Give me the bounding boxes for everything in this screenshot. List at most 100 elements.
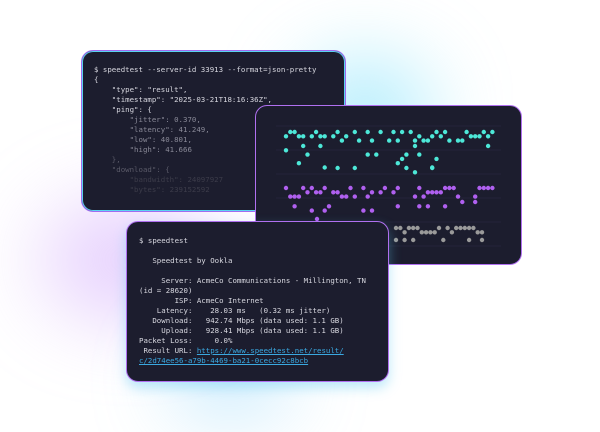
chart-dot — [391, 129, 396, 135]
json-line: "low": 40.801, — [94, 135, 192, 144]
chart-dot — [402, 230, 407, 235]
chart-dot — [411, 237, 416, 243]
chart-dot — [322, 208, 327, 213]
chart-dot — [479, 237, 485, 243]
result-url-link[interactable]: https://www.speedtest.net/result/ — [196, 346, 344, 355]
json-line: "ping": { — [94, 105, 152, 114]
chart-dot — [369, 208, 375, 213]
chart-dot — [412, 138, 418, 143]
upload-line: Upload: 928.41 Mbps (data used: 1.1 GB) — [139, 326, 344, 335]
chart-dot — [468, 134, 474, 139]
chart-dot — [393, 237, 399, 243]
chart-dot — [318, 134, 323, 139]
chart-dot — [395, 204, 400, 209]
chart-dot — [466, 225, 472, 231]
chart-dot — [301, 185, 306, 191]
chart-dot — [417, 134, 422, 139]
chart-dot — [318, 190, 323, 195]
result-url-link-continued[interactable]: c/2d74ee56-a79b-4469-ba21-0cecc92c8bcb — [139, 356, 309, 365]
chart-dot — [365, 194, 370, 199]
chart-dot — [374, 152, 379, 157]
chart-dot — [335, 190, 340, 195]
chart-dot — [462, 225, 467, 231]
chart-dot — [365, 129, 370, 135]
isp-line: ISP: AcmeCo Internet — [139, 296, 264, 305]
chart-dot — [406, 225, 412, 231]
chart-dot — [395, 138, 400, 143]
chart-dot — [447, 185, 452, 191]
chart-dot — [402, 237, 407, 243]
chart-dot — [387, 138, 392, 143]
chart-dot — [352, 129, 357, 135]
chart-dot — [296, 134, 302, 139]
json-line: "bytes": 239152592 — [94, 185, 210, 194]
chart-dot — [398, 225, 403, 231]
terminal-command: $ speedtest — [139, 236, 188, 245]
chart-dot — [301, 143, 306, 149]
chart-dot — [296, 194, 302, 199]
chart-dot — [421, 138, 426, 143]
dot-chart — [276, 125, 501, 247]
chart-dot — [292, 129, 297, 135]
chart-dot — [309, 185, 314, 191]
chart-dot — [361, 185, 366, 191]
json-line: "latency": 41.249, — [94, 125, 210, 134]
chart-dot — [344, 194, 349, 199]
chart-dot — [430, 190, 435, 195]
chart-dot — [430, 134, 435, 139]
chart-dot — [318, 143, 323, 149]
chart-dot — [490, 185, 495, 191]
chart-dot — [361, 208, 366, 213]
chart-dot — [399, 129, 405, 135]
chart-dot — [428, 230, 433, 235]
chart-dot — [292, 194, 297, 199]
chart-dot — [344, 134, 349, 139]
result-url-label: Result URL: — [139, 346, 197, 355]
chart-dot — [473, 134, 478, 139]
chart-dot — [313, 190, 319, 195]
chart-dot — [442, 185, 448, 191]
json-command: $ speedtest --server-id 33913 --format=j… — [94, 65, 317, 74]
chart-dot — [458, 225, 463, 231]
text-terminal-window: $ speedtest Speedtest by Ookla Server: A… — [126, 221, 389, 382]
chart-dot — [322, 134, 327, 139]
chart-dot — [288, 194, 293, 199]
chart-dot — [305, 190, 310, 195]
chart-dot — [434, 156, 439, 162]
chart-dot — [417, 152, 422, 157]
chart-dot — [436, 225, 442, 231]
chart-dot — [475, 230, 480, 235]
chart-dot — [485, 185, 491, 191]
chart-dot — [404, 152, 409, 157]
chart-dot — [464, 129, 469, 135]
chart-dot — [451, 185, 456, 191]
chart-dot — [438, 134, 443, 139]
json-terminal-output: $ speedtest --server-id 33913 --format=j… — [94, 65, 316, 195]
chart-dot — [415, 225, 420, 231]
chart-dot — [391, 190, 396, 195]
json-line: "high": 41.666 — [94, 145, 192, 154]
chart-dot — [438, 190, 443, 195]
chart-dot — [408, 129, 413, 135]
chart-dot — [432, 230, 437, 235]
chart-dot — [283, 134, 289, 139]
chart-dot — [425, 190, 431, 195]
chart-dot — [369, 190, 375, 195]
chart-dot — [322, 165, 327, 170]
chart-dot — [434, 129, 439, 135]
chart-dot — [455, 138, 461, 143]
chart-dot — [393, 225, 399, 231]
text-terminal-output: $ speedtest Speedtest by Ookla Server: A… — [139, 236, 366, 366]
chart-dot — [449, 230, 455, 235]
chart-dot — [296, 161, 302, 166]
chart-dot — [466, 237, 472, 243]
json-line: "download": { — [94, 165, 170, 174]
chart-dot — [369, 138, 375, 143]
chart-dot — [404, 165, 409, 171]
chart-dot — [283, 185, 289, 191]
chart-dot — [395, 161, 400, 166]
chart-dot — [322, 185, 327, 191]
chart-dot — [445, 225, 450, 231]
chart-dot — [419, 230, 424, 235]
chart-dot — [425, 138, 431, 143]
